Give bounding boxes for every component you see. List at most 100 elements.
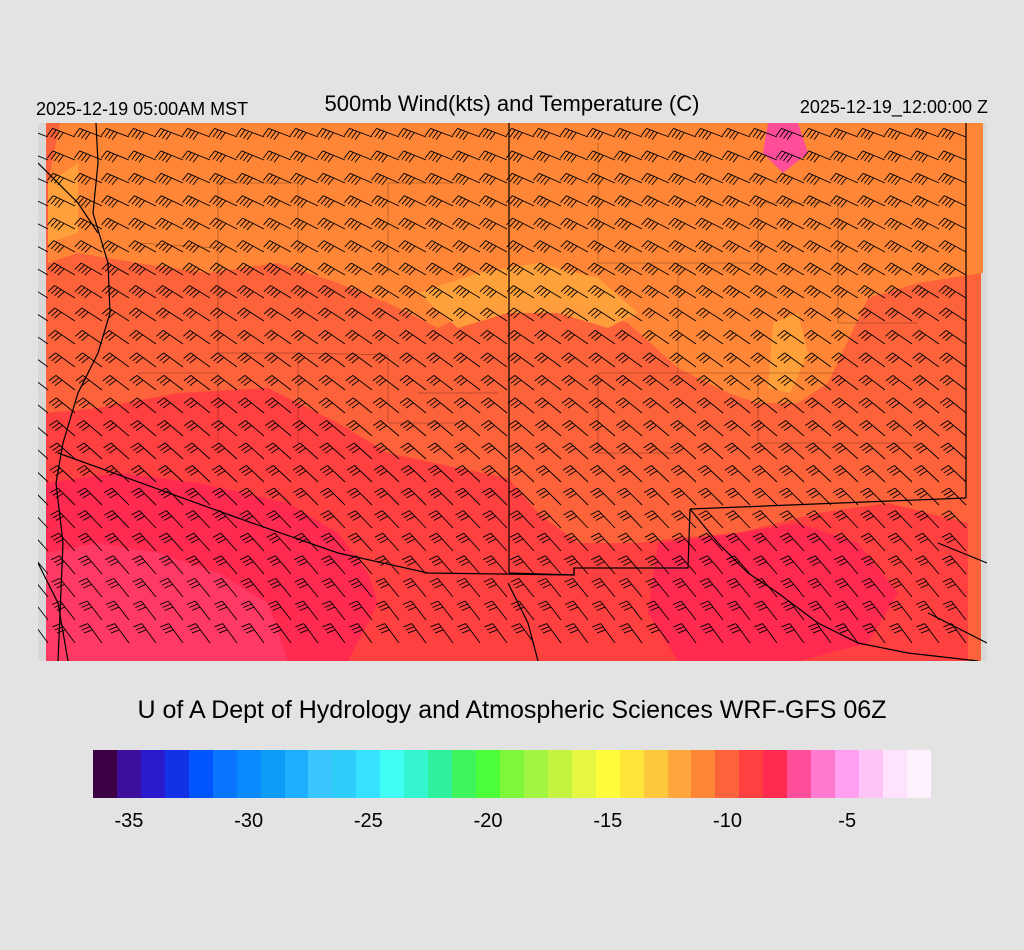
wind-barb <box>240 555 265 575</box>
wind-barb <box>186 600 211 621</box>
wind-barb <box>695 172 724 186</box>
wind-barb <box>480 397 508 414</box>
wind-barb <box>185 532 211 552</box>
wind-barb <box>803 195 832 208</box>
wind-barb <box>38 584 49 598</box>
wind-barb <box>699 555 724 575</box>
wind-barb <box>289 150 319 163</box>
wind-barb <box>803 307 832 322</box>
wind-barb <box>859 442 886 460</box>
wind-barb <box>750 352 778 368</box>
wind-barb <box>373 465 400 483</box>
wind-barb <box>859 420 886 437</box>
wind-barb <box>344 285 373 299</box>
wind-barb <box>75 352 103 368</box>
wind-barb <box>694 150 724 163</box>
wind-barb <box>776 240 805 253</box>
wind-barb <box>48 352 76 368</box>
wind-barb <box>750 375 778 391</box>
wind-barb <box>346 465 373 483</box>
wind-barb <box>38 223 49 230</box>
colorbar-swatch <box>619 750 644 798</box>
wind-barb <box>289 127 319 141</box>
colorbar-swatch <box>356 750 381 798</box>
wind-barb <box>236 240 265 253</box>
wind-barb <box>291 352 319 368</box>
wind-barb <box>129 352 157 368</box>
wind-barb <box>916 623 940 644</box>
wind-barb <box>695 262 724 276</box>
wind-barb <box>564 555 589 575</box>
wind-barb <box>807 577 832 598</box>
wind-barb <box>938 240 967 253</box>
wind-barb <box>695 240 724 253</box>
wind-barb <box>263 262 292 276</box>
wind-barb <box>397 150 427 163</box>
wind-barb <box>910 127 940 141</box>
wind-barb <box>775 150 805 163</box>
wind-barb <box>560 307 589 322</box>
wind-barb <box>46 150 76 163</box>
wind-barb <box>38 359 49 368</box>
wind-barb <box>506 285 535 299</box>
wind-barb <box>128 240 157 253</box>
temperature-shading <box>38 123 987 661</box>
wind-barb <box>372 352 400 368</box>
wind-barb <box>750 330 778 345</box>
wind-barb <box>613 150 643 163</box>
wind-barb <box>374 532 400 552</box>
wind-barb <box>858 397 886 414</box>
wind-barb <box>829 150 859 163</box>
wind-barb <box>886 465 913 483</box>
wind-barb <box>591 600 616 621</box>
wind-barb <box>830 172 859 186</box>
wind-barb <box>75 397 103 414</box>
wind-barb <box>643 420 670 437</box>
wind-barb <box>834 600 859 621</box>
wind-barb <box>400 465 427 483</box>
wind-barb <box>425 195 454 208</box>
wind-barb <box>671 510 697 529</box>
wind-barb <box>939 352 967 368</box>
wind-barb <box>103 487 130 506</box>
wind-barb <box>587 217 616 231</box>
wind-barb <box>348 577 373 598</box>
wind-barb <box>886 442 913 460</box>
wind-barb <box>726 600 751 621</box>
wind-barb <box>209 307 238 322</box>
wind-barb <box>748 150 778 163</box>
wind-barb <box>293 532 319 552</box>
wind-barb <box>182 285 211 299</box>
wind-barb <box>807 555 832 575</box>
wind-barb <box>586 150 616 163</box>
wind-barb <box>157 420 184 437</box>
colorbar-tick-label: -35 <box>114 810 144 832</box>
wind-barb <box>508 420 535 437</box>
wind-barb <box>831 397 859 414</box>
wind-barb <box>209 195 238 208</box>
wind-barb <box>695 195 724 208</box>
colorbar-swatch <box>523 750 548 798</box>
wind-barb <box>883 150 913 163</box>
wind-barb <box>47 240 76 253</box>
wind-barb <box>667 127 697 141</box>
wind-barb <box>38 404 49 414</box>
wind-barb <box>50 532 76 552</box>
wind-barb <box>753 555 778 575</box>
wind-barb <box>101 172 130 186</box>
wind-barb <box>803 172 832 186</box>
wind-barb <box>506 262 535 276</box>
wind-barb <box>186 555 211 575</box>
wind-barb <box>100 150 130 163</box>
wind-barb <box>776 262 805 276</box>
colorbar-swatch <box>93 750 117 798</box>
wind-barb <box>453 352 481 368</box>
wind-barb <box>943 623 967 644</box>
temperature-wind-map <box>38 123 987 661</box>
wind-barb <box>886 420 913 437</box>
wind-barb <box>48 330 76 345</box>
wind-barb <box>429 577 454 598</box>
wind-barb <box>454 465 481 483</box>
wind-barb <box>859 487 886 506</box>
wind-barb <box>614 195 643 208</box>
